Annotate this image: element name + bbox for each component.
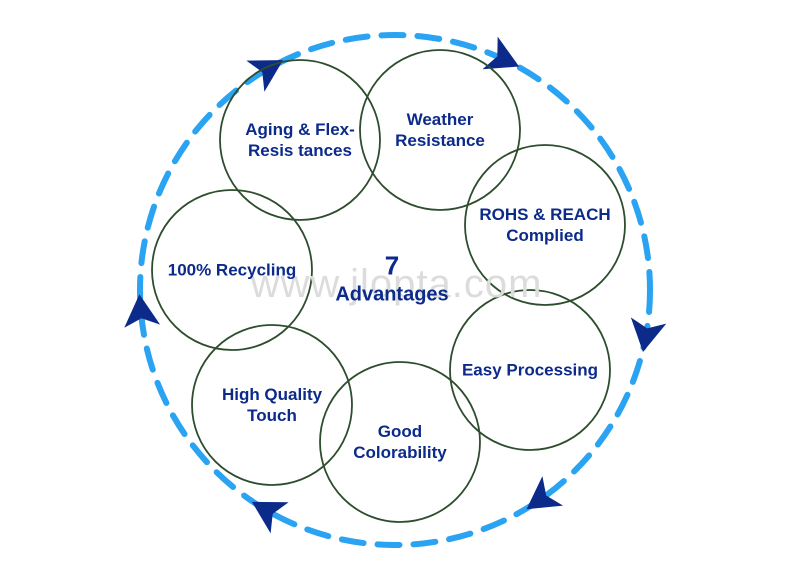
node-circle-rohs	[465, 145, 625, 305]
diagram-stage: { "canvas": { "width": 793, "height": 57…	[0, 0, 793, 577]
ring-arrow-icon	[243, 486, 289, 533]
node-circle-weather	[360, 50, 520, 210]
node-circle-aging	[220, 60, 380, 220]
node-circles	[152, 50, 625, 522]
outer-dashed-ring	[140, 35, 650, 545]
diagram-svg	[0, 0, 793, 577]
node-circle-easy	[450, 290, 610, 450]
ring-arrow-icon	[516, 476, 563, 524]
ring-arrow-icon	[625, 317, 666, 355]
node-circle-color	[320, 362, 480, 522]
ring-arrow-icon	[246, 45, 292, 92]
node-circle-recycle	[152, 190, 312, 350]
ring-arrow-icon	[482, 37, 526, 83]
